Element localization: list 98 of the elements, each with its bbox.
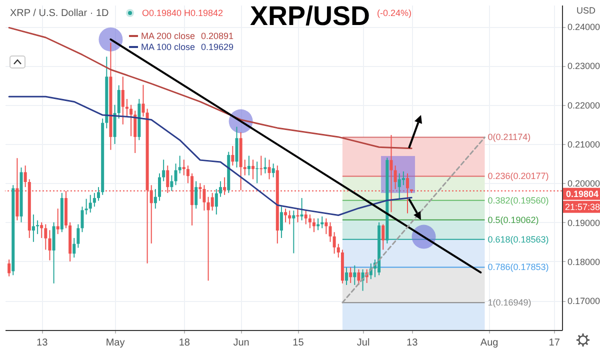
candlestick <box>382 224 385 250</box>
candlestick <box>268 159 271 180</box>
candlestick <box>247 155 250 176</box>
candlestick <box>194 180 198 210</box>
y-tick-label: 0.19000 <box>568 218 600 228</box>
candlestick <box>97 186 100 202</box>
candlestick <box>182 159 186 176</box>
candlestick <box>235 126 238 168</box>
y-tick-label: 0.17000 <box>568 296 600 306</box>
legend-label: MA 200 close <box>141 31 196 41</box>
candlestick <box>272 163 275 178</box>
candlestick <box>357 268 360 286</box>
candlestick <box>162 159 166 182</box>
candlestick <box>336 243 340 258</box>
candlestick <box>332 232 336 254</box>
candlestick <box>353 264 356 286</box>
candlestick <box>214 188 218 215</box>
y-tick-label: 0.24000 <box>568 22 600 32</box>
y-axis-title: USD <box>576 6 596 16</box>
candlestick <box>8 259 11 277</box>
candlestick <box>280 206 283 238</box>
candlestick <box>80 206 84 233</box>
annotation: 0.19629 <box>201 42 234 52</box>
candlestick <box>48 230 52 261</box>
x-tick-label: Aug <box>480 338 498 348</box>
y-tick-label: 0.21000 <box>568 140 600 150</box>
candlestick <box>398 172 401 200</box>
x-tick-label: Jul <box>356 338 370 348</box>
candlestick <box>402 170 405 186</box>
candlestick <box>56 208 60 235</box>
ref-line-label: 0.19804 <box>566 188 599 199</box>
x-tick-label: 15 <box>292 338 304 348</box>
candlestick <box>92 192 96 208</box>
candlestick <box>186 165 190 184</box>
candlestick <box>308 214 312 229</box>
candlestick <box>174 163 178 186</box>
candlestick <box>252 159 255 180</box>
candlestick <box>292 210 296 254</box>
candlestick <box>24 165 27 188</box>
candlestick <box>84 198 88 215</box>
y-tick-label: 0.18000 <box>568 256 600 267</box>
x-tick-label: Jun <box>233 338 250 348</box>
candlestick <box>170 174 174 192</box>
x-tick-label: 18 <box>178 338 190 348</box>
candlestick <box>76 224 80 248</box>
candlestick <box>328 222 332 242</box>
y-tick-label: 0.22000 <box>568 100 600 110</box>
candlestick <box>121 76 124 125</box>
annotation: O0.19840 H0.19842 <box>142 8 224 18</box>
y-tick-label: 0.23000 <box>568 61 600 72</box>
candlestick <box>210 192 214 212</box>
ref-line-label: 0.786(0.17853) <box>488 262 549 272</box>
legend-label: MA 100 close <box>141 42 196 52</box>
candlestick <box>264 157 267 174</box>
candlestick <box>320 216 324 229</box>
ref-line-label: 0(0.21174) <box>488 132 531 142</box>
candlestick <box>243 159 246 176</box>
candlestick <box>117 84 120 120</box>
annotation: 0.20891 <box>201 31 234 41</box>
candlestick <box>88 194 92 214</box>
x-tick-label: 13 <box>36 338 48 348</box>
ref-line-label: 1(0.16949) <box>488 298 532 308</box>
y-tick-label: 0.20000 <box>568 178 600 189</box>
ref-line-label: 0.618(0.18563) <box>488 234 549 244</box>
candlestick <box>345 266 348 286</box>
candlestick <box>304 210 308 225</box>
candlestick <box>72 237 76 258</box>
x-tick-label: 17 <box>548 338 560 348</box>
x-tick-label: May <box>106 338 125 348</box>
candlestick <box>218 180 222 198</box>
candlestick <box>154 188 157 210</box>
candlestick <box>134 110 137 154</box>
line-series <box>8 96 412 216</box>
annotation: (-0.24%) <box>377 8 412 18</box>
candlestick <box>178 155 182 174</box>
candlestick <box>158 172 161 202</box>
candlestick <box>300 198 304 221</box>
candlestick <box>231 145 234 166</box>
ref-line-label: 0.382(0.19560) <box>488 195 549 206</box>
candlestick <box>113 104 116 145</box>
x-tick-label: 13 <box>406 338 418 348</box>
ref-line-label: 0.236(0.20177) <box>488 171 549 182</box>
ref-line-label: 0.5(0.19062) <box>488 214 539 225</box>
chart-title: XRP/USD <box>250 1 370 31</box>
candlestick <box>349 266 352 284</box>
candlestick <box>288 210 292 225</box>
price-tag: 0.19804 21:57:38 <box>563 188 600 213</box>
candlestick <box>32 214 35 242</box>
candlestick <box>44 224 48 250</box>
candlestick <box>142 84 145 118</box>
candlestick <box>40 222 44 238</box>
candlestick <box>130 104 133 137</box>
candlestick <box>284 208 288 223</box>
candlestick <box>394 165 397 190</box>
chart-subtitle: XRP / U.S. Dollar · 1D <box>10 8 109 19</box>
candlestick <box>125 98 128 118</box>
line-series <box>8 26 412 150</box>
candlestick <box>206 196 210 282</box>
